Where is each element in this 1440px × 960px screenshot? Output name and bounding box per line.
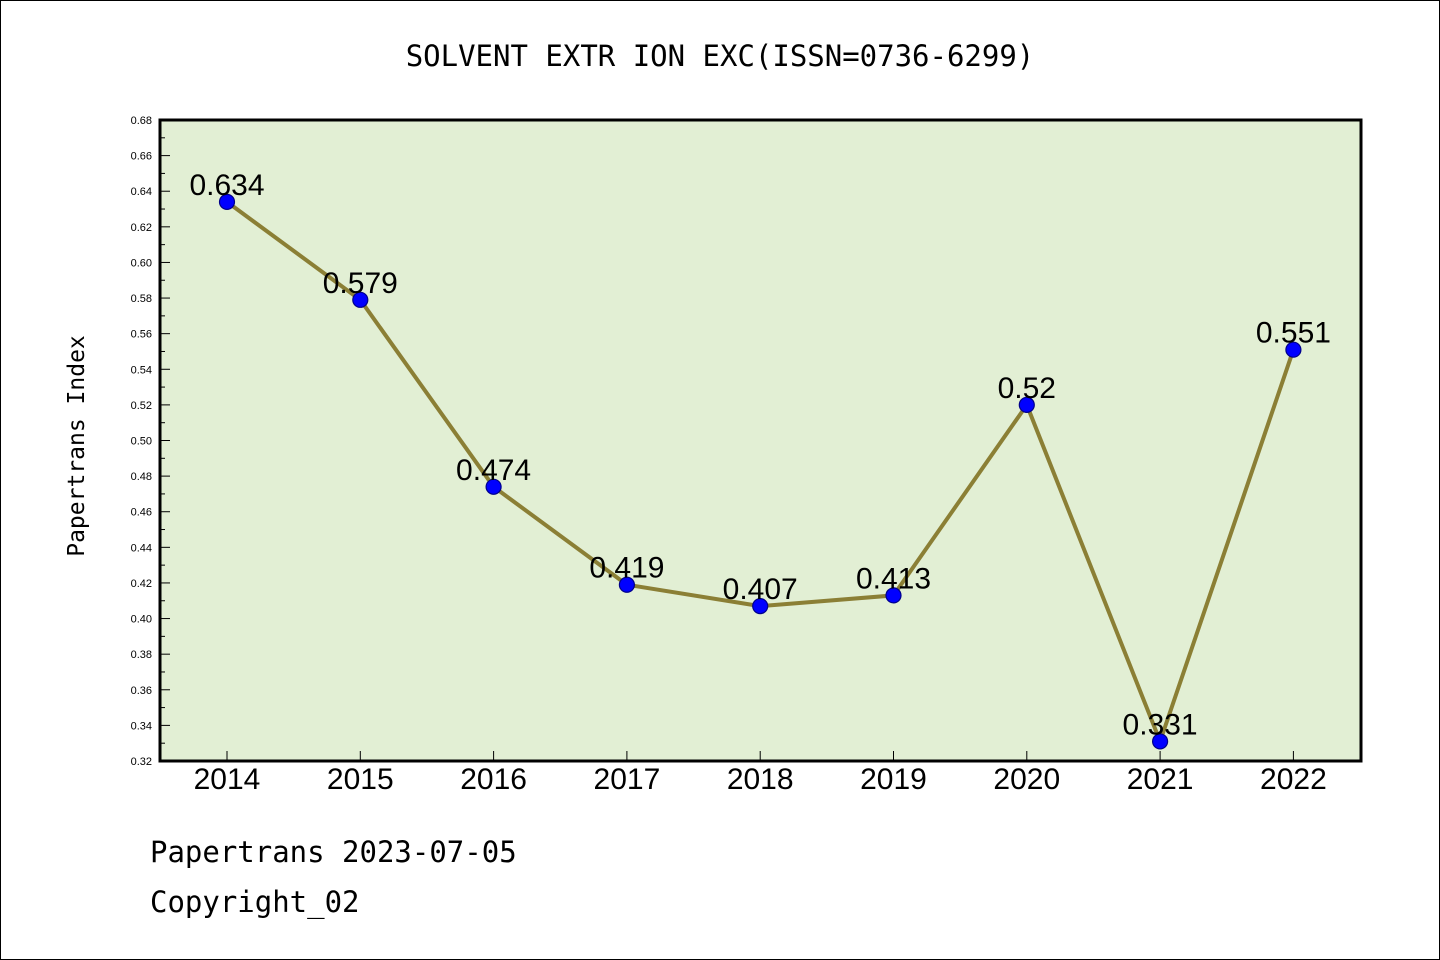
x-tick-label: 2019 bbox=[860, 763, 927, 796]
data-point bbox=[752, 597, 769, 615]
data-point bbox=[1285, 341, 1302, 358]
y-axis-label: Papertrans Index bbox=[64, 335, 90, 557]
y-tick-label: 0.38 bbox=[131, 649, 152, 661]
footer-copyright-text: Copyright_02 bbox=[150, 885, 360, 919]
y-tick-label: 0.54 bbox=[131, 364, 152, 376]
chart-title: SOLVENT EXTR ION EXC(ISSN=0736-6299) bbox=[406, 39, 1035, 73]
footer-date-text: Papertrans 2023-07-05 bbox=[150, 835, 517, 869]
y-tick-label: 0.56 bbox=[131, 329, 152, 341]
y-tick-label: 0.48 bbox=[131, 471, 152, 483]
y-tick-label: 0.68 bbox=[131, 115, 152, 127]
y-tick-label: 0.58 bbox=[131, 293, 152, 305]
data-label: 0.474 bbox=[456, 454, 531, 487]
y-tick-label: 0.44 bbox=[131, 542, 152, 554]
x-tick-label: 2020 bbox=[993, 763, 1060, 796]
data-point bbox=[218, 193, 236, 211]
y-tick-label: 0.36 bbox=[131, 685, 152, 697]
y-tick-label: 0.46 bbox=[131, 507, 152, 519]
y-tick-label: 0.66 bbox=[131, 151, 152, 163]
data-point bbox=[352, 291, 369, 308]
data-label: 0.419 bbox=[589, 552, 664, 585]
y-tick-label: 0.64 bbox=[131, 186, 152, 198]
y-tick-label: 0.50 bbox=[131, 436, 152, 448]
data-label: 0.551 bbox=[1256, 317, 1331, 350]
y-tick-label: 0.60 bbox=[131, 257, 152, 269]
x-tick-label: 2017 bbox=[594, 763, 661, 796]
plot-border bbox=[158, 118, 1363, 763]
x-tick-label: 2016 bbox=[460, 763, 527, 796]
data-point bbox=[618, 576, 636, 593]
x-tick-label: 2022 bbox=[1260, 763, 1327, 796]
data-label: 0.331 bbox=[1123, 708, 1198, 741]
data-label: 0.413 bbox=[856, 562, 931, 595]
y-tick-label: 0.40 bbox=[131, 614, 152, 626]
x-tick-label: 2014 bbox=[194, 763, 261, 796]
x-tick-label: 2021 bbox=[1127, 763, 1194, 796]
y-tick-label: 0.62 bbox=[131, 222, 152, 234]
data-point bbox=[485, 478, 502, 495]
axis-ticks: 0.32 0.34 0.36 0.38 0.40 0.42 0.44 0.46 0.48 0.50… bbox=[131, 115, 1327, 796]
data-point bbox=[1018, 396, 1035, 413]
data-points bbox=[218, 193, 1302, 750]
data-label: 0.52 bbox=[998, 372, 1056, 405]
data-label: 0.407 bbox=[723, 573, 798, 606]
x-tick-label: 2018 bbox=[727, 763, 794, 796]
plot-area bbox=[160, 120, 1361, 761]
y-tick-label: 0.32 bbox=[131, 756, 152, 768]
y-tick-label: 0.42 bbox=[131, 578, 152, 590]
data-label: 0.634 bbox=[189, 169, 264, 202]
y-tick-label: 0.34 bbox=[131, 720, 152, 732]
y-tick-label: 0.52 bbox=[131, 400, 152, 412]
data-label: 0.579 bbox=[323, 267, 398, 300]
data-point bbox=[885, 587, 902, 604]
data-labels: 0.634 0.579 0.474 0.419 0.407 0.413 0.52 0.331 0… bbox=[189, 169, 1330, 742]
data-point bbox=[1151, 733, 1169, 750]
x-tick-label: 2015 bbox=[327, 763, 394, 796]
